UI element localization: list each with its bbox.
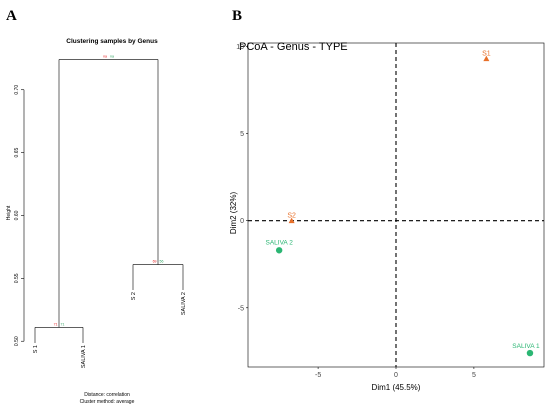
dendrogram-y-axis: 0.50 0.55 0.60 0.65 0.70 xyxy=(14,85,25,346)
pcoa-point-circle xyxy=(526,349,534,357)
pcoa-xlabel: Dim1 (45.5%) xyxy=(372,383,421,392)
dendrogram-leaf-label: S 1 xyxy=(33,345,39,353)
pcoa-y-tick-label: -5 xyxy=(238,305,244,312)
dendrogram-merge-label-right: 71 xyxy=(61,322,65,326)
pcoa-title: PCoA - Genus - TYPE xyxy=(239,41,348,53)
dendrogram-leaf-label: S 2 xyxy=(131,292,137,300)
pcoa-point-label: SALIVA 2 xyxy=(265,239,293,246)
panel-b-label: B xyxy=(232,8,242,24)
dendrogram-merge-label-left: 71 xyxy=(54,322,58,326)
dendrogram-panel: Clustering samples by Genus Height 0.500… xyxy=(6,38,187,405)
pcoa-point-triangle xyxy=(288,217,295,224)
dendrogram-y-tick-label: 0.60 xyxy=(14,210,20,220)
dendrogram-merge-labels: 71 71 69 56 na na xyxy=(54,55,164,327)
pcoa-point-label: S2 xyxy=(287,213,296,220)
pcoa-point-label: S1 xyxy=(482,51,491,58)
pcoa-x-tick-label: 0 xyxy=(394,372,398,379)
pcoa-x-tick-label: 5 xyxy=(472,372,476,379)
dendrogram-y-tick-label: 0.55 xyxy=(14,273,20,283)
dendrogram-y-tick-label: 0.50 xyxy=(14,336,20,346)
dendrogram-y-tick-label: 0.65 xyxy=(14,148,20,158)
pcoa-y-tick-label: 10 xyxy=(236,44,244,51)
pcoa-y-tick-label: 5 xyxy=(240,131,244,138)
dendrogram-merge-label-left: na xyxy=(103,55,107,59)
pcoa-point-label: SALIVA 1 xyxy=(512,343,540,350)
dendrogram-distance-note: Distance: correlation xyxy=(84,392,130,398)
dendrogram-merge-label-right: na xyxy=(110,55,114,59)
dendrogram-method-note: Cluster method: average xyxy=(80,399,135,405)
panel-a-label: A xyxy=(6,8,17,24)
dendrogram-y-tick-label: 0.70 xyxy=(14,85,20,95)
pcoa-point-circle xyxy=(275,247,283,254)
dendrogram-merge-label-right: 56 xyxy=(160,260,164,264)
pcoa-axes: -5 0 5 -5 0 5 10 xyxy=(236,43,544,379)
pcoa-x-tick-label: -5 xyxy=(315,372,321,379)
pcoa-ylabel: Dim2 (32%) xyxy=(229,192,238,235)
pcoa-points: S1 S2 SALIVA 2 SALIVA 1 xyxy=(265,51,540,357)
dendrogram-ylabel: Height xyxy=(6,205,12,220)
dendrogram-leaf-label: SALIVA 2 xyxy=(181,292,187,315)
pcoa-y-tick-label: 0 xyxy=(240,218,244,225)
dendrogram-links xyxy=(34,59,184,343)
dendrogram-leaf-label: SALIVA 1 xyxy=(81,345,87,368)
dendrogram-title: Clustering samples by Genus xyxy=(66,38,158,45)
pcoa-point-triangle xyxy=(483,55,490,62)
dendrogram-merge-label-left: 69 xyxy=(153,260,157,264)
pcoa-panel: PCoA - Genus - TYPE -5 0 5 -5 0 5 10 S1 S2 SALIV… xyxy=(229,41,545,392)
dendrogram-leaves: S 1 SALIVA 1 S 2 SALIVA 2 xyxy=(33,292,187,368)
